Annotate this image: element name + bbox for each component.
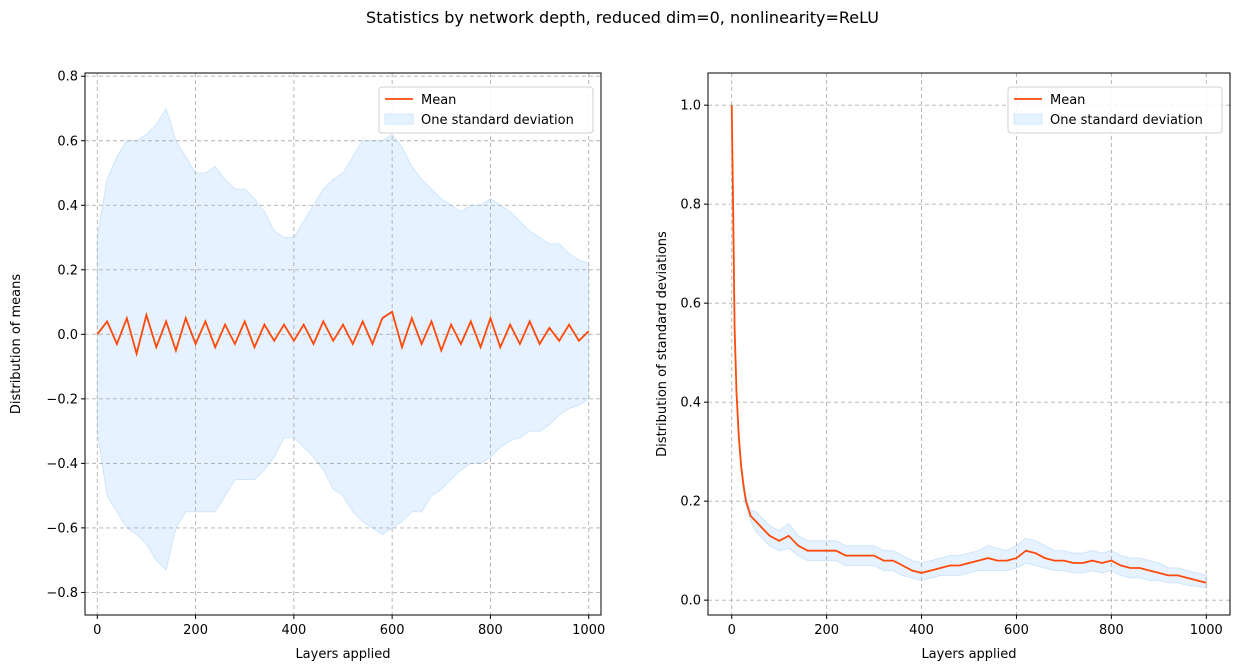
x-tick-label: 400 [909, 623, 934, 638]
y-tick-label: 0.2 [680, 495, 701, 510]
legend-mean-label: Mean [421, 93, 456, 108]
axes-frame [84, 72, 602, 616]
x-tick-label: 200 [183, 623, 208, 638]
mean-line [730, 105, 1207, 584]
legend-band-label: One standard deviation [1050, 113, 1203, 128]
legend-box [1007, 86, 1223, 134]
std-band [731, 105, 1207, 589]
mean-line [96, 310, 590, 358]
y-tick-label: 1.0 [680, 99, 701, 114]
y-tick-label: −0.2 [46, 392, 78, 407]
y-tick-label: 0.6 [57, 134, 78, 149]
y-tick-label: 0.8 [57, 70, 78, 85]
std-band [96, 107, 590, 571]
figure-title: Statistics by network depth, reduced dim… [366, 8, 879, 27]
y-axis-label: Distribution of standard deviations [655, 231, 670, 457]
y-tick-label: 0.4 [680, 396, 701, 411]
x-tick-label: 600 [380, 623, 405, 638]
x-tick-label: 1000 [1190, 623, 1223, 638]
y-tick-label: 0.4 [57, 199, 78, 214]
legend-box [378, 86, 594, 134]
x-tick-label: 600 [1004, 623, 1029, 638]
chart-panel-1: 0 200 400 600 800 1000 −0.8 −0.6 −0.4 −0.2 0.0 0.2 0… [9, 70, 605, 662]
y-tick-label: −0.8 [46, 586, 78, 601]
x-tick-label: 800 [478, 623, 503, 638]
x-tick-label: 400 [281, 623, 306, 638]
x-tick-label: 0 [728, 623, 736, 638]
x-tick-label: 800 [1099, 623, 1124, 638]
legend: Mean One standard deviation [1007, 86, 1223, 134]
legend: Mean One standard deviation [378, 86, 594, 134]
axes-frame [707, 72, 1231, 616]
y-tick-label: 0.2 [57, 263, 78, 278]
legend-band-swatch [1013, 113, 1043, 125]
legend-band-label: One standard deviation [421, 113, 574, 128]
y-tick-label: 0.6 [680, 297, 701, 312]
y-tick-label: −0.6 [46, 521, 78, 536]
x-tick-label: 1000 [572, 623, 605, 638]
y-axis-label: Distribution of means [9, 274, 24, 415]
y-tick-label: 0.8 [680, 198, 701, 213]
legend-mean-label: Mean [1050, 93, 1085, 108]
x-tick-label: 200 [814, 623, 839, 638]
y-tick-label: 0.0 [680, 594, 701, 609]
x-axis-label: Layers applied [921, 647, 1016, 662]
y-tick-label: −0.4 [46, 457, 78, 472]
chart-panel-2: 0 200 400 600 800 1000 0.0 0.2 0.4 0.6 0.8 1.0 Layer… [655, 72, 1231, 662]
legend-band-swatch [384, 113, 414, 125]
y-tick-label: 0.0 [57, 328, 78, 343]
x-tick-label: 0 [93, 623, 101, 638]
x-axis-label: Layers applied [295, 647, 390, 662]
